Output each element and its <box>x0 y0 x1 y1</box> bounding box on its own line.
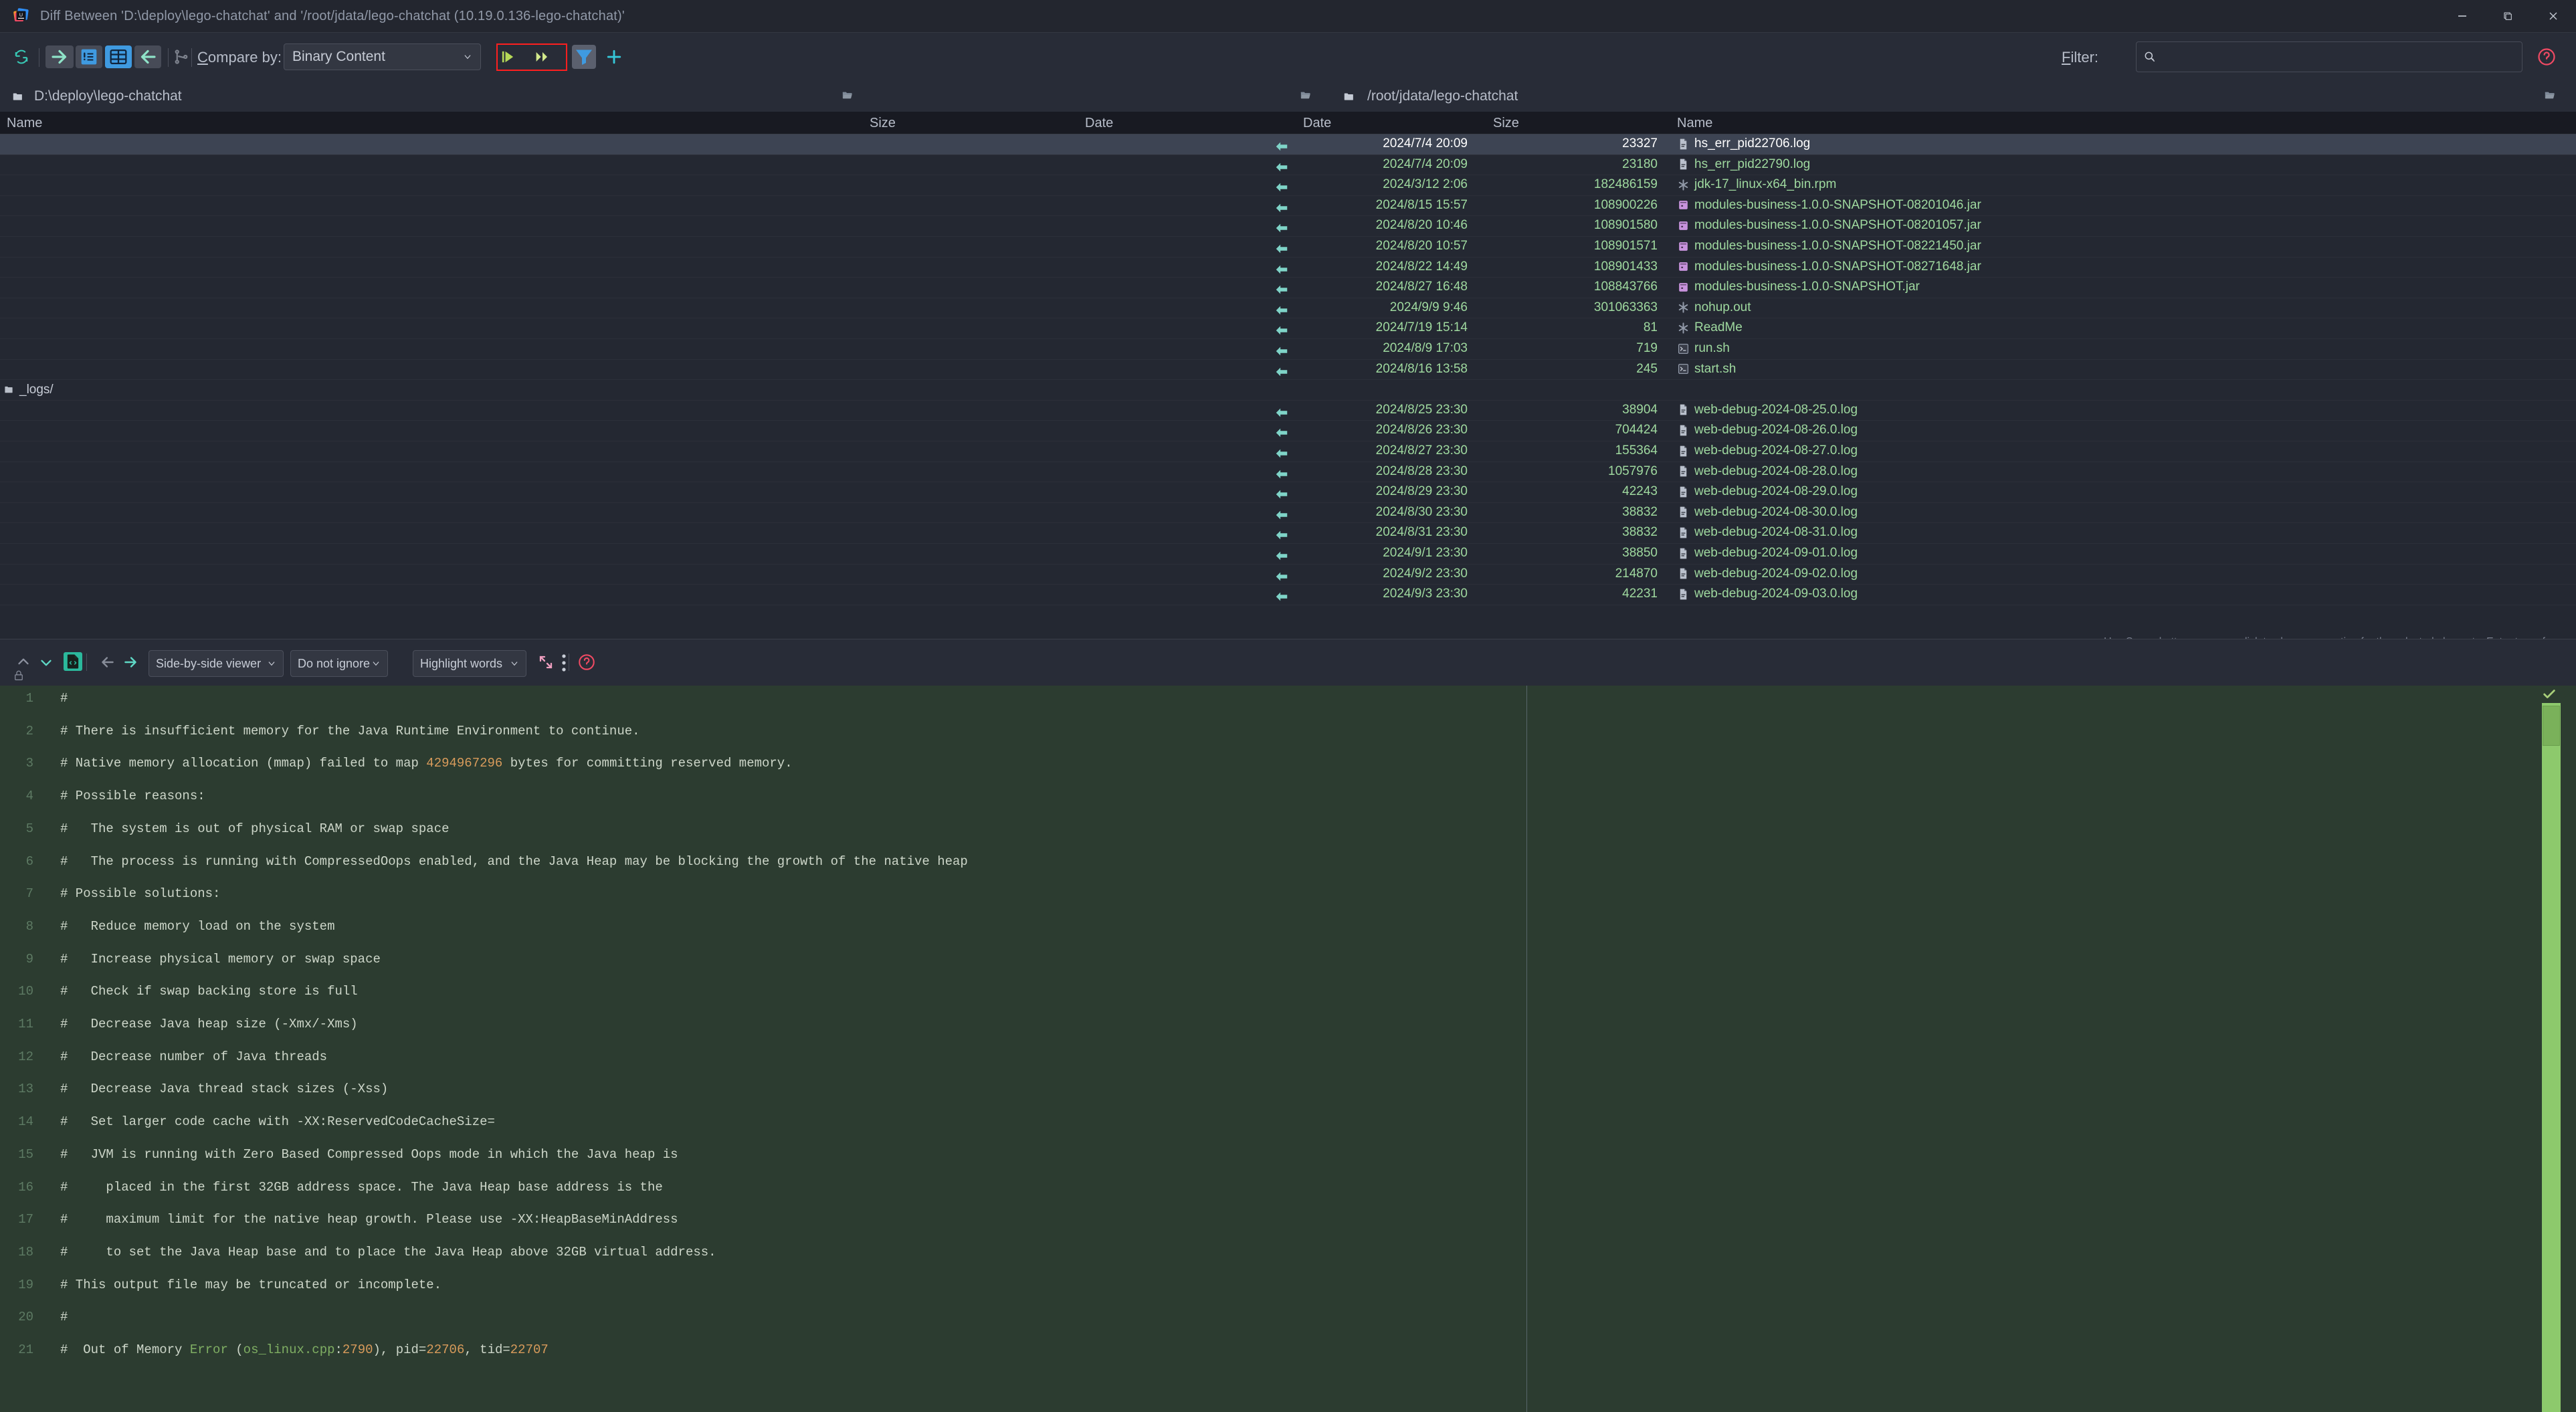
svg-text:U: U <box>19 11 23 17</box>
